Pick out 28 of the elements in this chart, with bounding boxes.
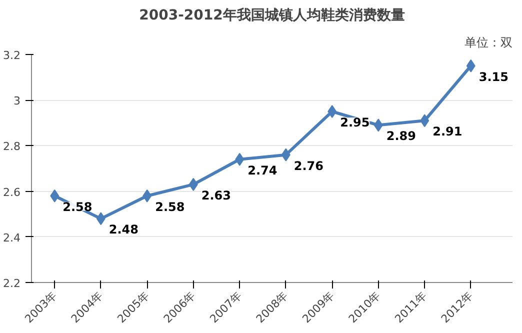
data-label: 2.74 <box>248 163 278 178</box>
y-tick-label: 2.4 <box>3 231 21 244</box>
point <box>96 212 106 226</box>
y-tick-label: 3 <box>14 94 20 108</box>
text: 单位：双 <box>464 36 512 50</box>
point <box>374 118 383 132</box>
y-tick-label: 2.6 <box>3 186 21 199</box>
data-label: 2.48 <box>108 222 138 237</box>
data-label: 2.91 <box>432 124 462 139</box>
point <box>466 59 476 72</box>
point <box>188 178 198 191</box>
point <box>235 152 244 166</box>
y-tick-label: 2.2 <box>3 277 21 290</box>
data-label: 2.89 <box>386 129 416 144</box>
data-label: 2.58 <box>155 200 185 214</box>
point <box>420 114 430 128</box>
point <box>281 148 290 162</box>
chart-title: 2003-2012年我国城镇人均鞋类消费数量 <box>139 8 405 24</box>
data-label: 3.15 <box>478 70 508 84</box>
data-label: 2.58 <box>62 200 92 214</box>
point <box>142 189 152 202</box>
point <box>50 189 60 202</box>
y-tick-label: 2.8 <box>3 140 21 154</box>
data-label: 2.95 <box>340 116 370 130</box>
data-label: 2.63 <box>201 188 231 202</box>
y-tick-label: 3.2 <box>3 49 21 62</box>
point <box>328 105 337 118</box>
data-label: 2.76 <box>294 158 324 173</box>
